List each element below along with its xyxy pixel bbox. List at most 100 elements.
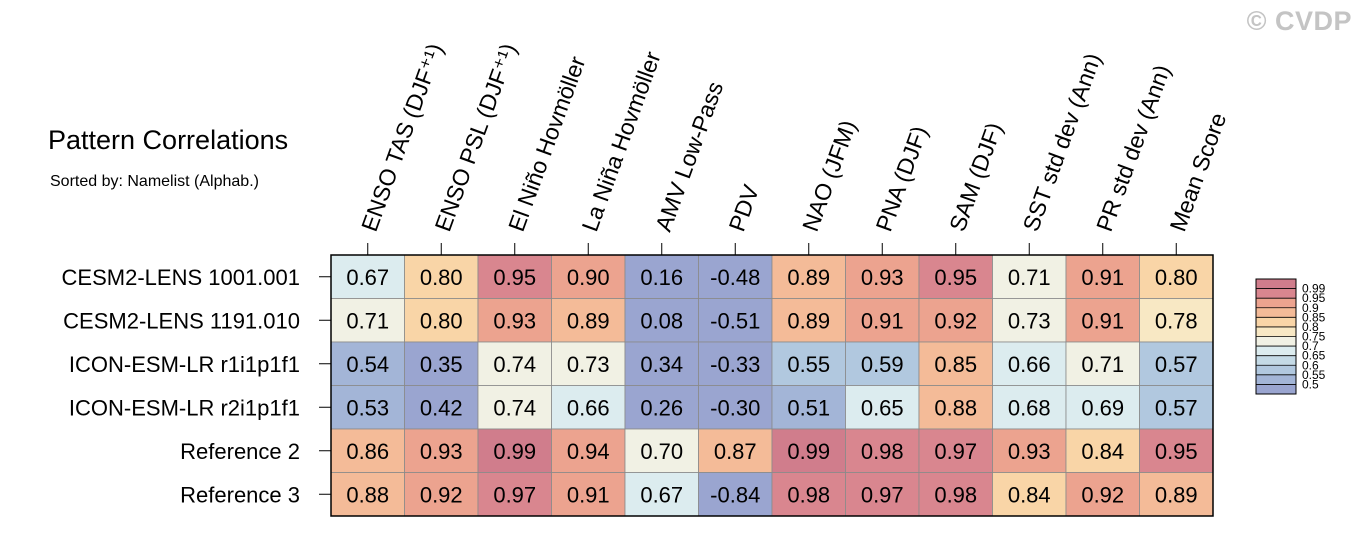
cell-value-label: 0.08 — [640, 308, 683, 333]
cell-value-label: 0.93 — [861, 265, 904, 290]
heatmap-cell — [1065, 428, 1140, 473]
cell-value-label: 0.95 — [1155, 439, 1198, 464]
cell-value-label: 0.92 — [934, 308, 977, 333]
heatmap-cell — [771, 472, 846, 517]
cell-value-label: 0.89 — [1155, 482, 1198, 507]
cell-value-label: 0.80 — [1155, 265, 1198, 290]
cell-value-label: 0.74 — [493, 395, 536, 420]
colorbar-label: 0.95 — [1302, 291, 1326, 305]
cell-value-label: 0.78 — [1155, 308, 1198, 333]
cell-value-label: 0.71 — [1081, 352, 1124, 377]
cell-value-label: 0.55 — [787, 352, 830, 377]
heatmap-border — [330, 254, 1214, 517]
cell-value-label: 0.86 — [346, 439, 389, 464]
column-label: PDV — [724, 181, 765, 235]
cell-value-label: 0.66 — [1008, 352, 1051, 377]
column-label: PNA (DJF) — [871, 123, 933, 235]
cell-value-label: 0.89 — [567, 308, 610, 333]
cell-value-label: 0.35 — [420, 352, 463, 377]
heatmap-cell — [1065, 472, 1140, 517]
heatmap-cell — [624, 472, 699, 517]
colorbar-label: 0.65 — [1302, 349, 1326, 363]
cell-value-label: 0.98 — [787, 482, 830, 507]
colorbar-segment — [1256, 374, 1296, 385]
cell-value-label: 0.92 — [1081, 482, 1124, 507]
heatmap-cell — [698, 428, 773, 473]
row-label: ICON-ESM-LR r2i1p1f1 — [69, 395, 300, 420]
colorbar-segment — [1256, 279, 1296, 289]
cell-value-label: 0.93 — [1008, 439, 1051, 464]
column-label: ENSO PSL (DJF⁺¹) — [430, 40, 522, 235]
colorbar-label: 0.99 — [1302, 282, 1326, 296]
cell-value-label: 0.99 — [493, 439, 536, 464]
column-label: La Niña Hovmöller — [577, 48, 666, 235]
cell-value-label: 0.67 — [640, 482, 683, 507]
cell-value-label: -0.33 — [710, 352, 760, 377]
row-label: Reference 3 — [180, 482, 300, 507]
heatmap-cell — [330, 472, 405, 517]
heatmap-cell — [624, 428, 699, 473]
cell-value-label: 0.91 — [861, 308, 904, 333]
cell-value-label: 0.84 — [1081, 439, 1124, 464]
cell-value-label: 0.98 — [861, 439, 904, 464]
cell-value-label: 0.26 — [640, 395, 683, 420]
cell-value-label: 0.93 — [493, 308, 536, 333]
cell-value-label: 0.57 — [1155, 395, 1198, 420]
cell-value-label: 0.84 — [1008, 482, 1051, 507]
cell-value-label: 0.66 — [567, 395, 610, 420]
cell-value-label: 0.73 — [1008, 308, 1051, 333]
cell-value-label: 0.34 — [640, 352, 683, 377]
cell-value-label: 0.42 — [420, 395, 463, 420]
colorbar-label: 0.55 — [1302, 368, 1326, 382]
heatmap-cell — [918, 472, 993, 517]
heatmap-cell — [771, 341, 846, 386]
colorbar-segment — [1256, 298, 1296, 308]
cell-value-label: -0.84 — [710, 482, 760, 507]
colorbar-label: 0.75 — [1302, 330, 1326, 344]
heatmap-cell — [551, 341, 626, 386]
heatmap-cell — [918, 341, 993, 386]
cell-value-label: 0.89 — [787, 265, 830, 290]
cell-value-label: 0.90 — [567, 265, 610, 290]
column-label: AMV Low-Pass — [650, 78, 728, 235]
cell-value-label: 0.97 — [861, 482, 904, 507]
row-label: CESM2-LENS 1191.010 — [63, 308, 300, 333]
colorbar-label: 0.7 — [1302, 339, 1319, 353]
cell-value-label: 0.98 — [934, 482, 977, 507]
chart-title: Pattern Correlations — [48, 125, 289, 155]
cell-value-label: 0.67 — [346, 265, 389, 290]
heatmap-cell — [404, 254, 479, 299]
heatmap-cell — [845, 428, 920, 473]
heatmap-cell — [1065, 298, 1140, 343]
colorbar-segment — [1256, 365, 1296, 375]
cell-value-label: 0.73 — [567, 352, 610, 377]
column-label: SST std dev (Ann) — [1018, 50, 1107, 235]
cell-value-label: 0.91 — [1081, 265, 1124, 290]
cell-value-label: 0.70 — [640, 439, 683, 464]
heatmap-cell — [477, 385, 552, 430]
column-label: NAO (JFM) — [797, 117, 861, 235]
colorbar-segment — [1256, 317, 1296, 327]
colorbar-label: 0.9 — [1302, 301, 1319, 315]
row-label: ICON-ESM-LR r1i1p1f1 — [69, 352, 300, 377]
cell-value-label: 0.94 — [567, 439, 610, 464]
cell-value-label: 0.57 — [1155, 352, 1198, 377]
cell-value-label: 0.87 — [714, 439, 757, 464]
watermark: © CVDP — [1246, 6, 1352, 36]
colorbar-label: 0.85 — [1302, 310, 1326, 324]
cell-value-label: 0.91 — [1081, 308, 1124, 333]
cell-value-label: 0.80 — [420, 265, 463, 290]
colorbar-segment — [1256, 336, 1296, 347]
cell-value-label: 0.88 — [934, 395, 977, 420]
heatmap-cell — [330, 385, 405, 430]
colorbar-segment — [1256, 346, 1296, 356]
cell-value-label: -0.51 — [710, 308, 760, 333]
heatmap-cell — [1139, 428, 1214, 473]
heatmap-cell — [1065, 385, 1140, 430]
heatmap-cell — [771, 385, 846, 430]
cell-value-label: 0.95 — [493, 265, 536, 290]
heatmap-cell — [698, 385, 773, 430]
cell-value-label: 0.95 — [934, 265, 977, 290]
heatmap-cell — [698, 341, 773, 386]
